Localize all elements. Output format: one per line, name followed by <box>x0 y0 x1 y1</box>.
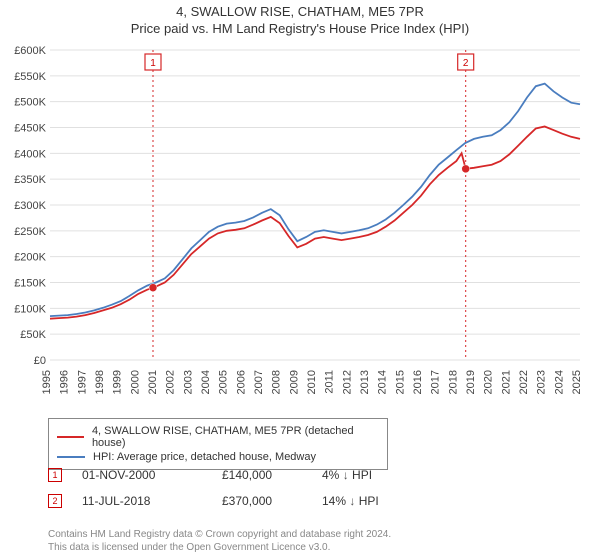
sale-price-2: £370,000 <box>222 494 322 508</box>
svg-text:2023: 2023 <box>536 370 548 394</box>
svg-text:£250K: £250K <box>14 226 46 238</box>
svg-text:2000: 2000 <box>129 370 141 394</box>
sale-box-label-1: 1 <box>150 58 156 69</box>
svg-text:£50K: £50K <box>20 329 46 341</box>
svg-text:£100K: £100K <box>14 303 46 315</box>
svg-text:2010: 2010 <box>306 370 318 394</box>
sale-row-2: 2 11-JUL-2018 £370,000 14% ↓ HPI <box>48 494 432 508</box>
sale-marker-2: 2 <box>48 494 62 508</box>
svg-text:2005: 2005 <box>218 370 230 394</box>
svg-text:2025: 2025 <box>571 370 583 394</box>
series-subject <box>50 127 580 319</box>
footer-line1: Contains HM Land Registry data © Crown c… <box>48 528 588 541</box>
svg-text:1998: 1998 <box>94 370 106 394</box>
down-arrow-icon: ↓ <box>343 468 349 482</box>
copyright-footer: Contains HM Land Registry data © Crown c… <box>48 528 588 554</box>
sale-dot-1 <box>149 284 157 292</box>
chart-title: 4, SWALLOW RISE, CHATHAM, ME5 7PR Price … <box>0 0 600 36</box>
svg-text:2014: 2014 <box>377 370 389 394</box>
legend-swatch-hpi <box>57 456 85 458</box>
svg-text:1997: 1997 <box>76 370 88 394</box>
svg-text:2003: 2003 <box>182 370 194 394</box>
down-arrow-icon: ↓ <box>349 494 355 508</box>
sale-price-1: £140,000 <box>222 468 322 482</box>
sale-marker-1: 1 <box>48 468 62 482</box>
sale-date-2: 11-JUL-2018 <box>82 494 222 508</box>
chart-svg: £0 £50K £100K £150K £200K £250K £300K £350K £400… <box>8 44 592 414</box>
svg-text:£350K: £350K <box>14 174 46 186</box>
svg-text:£300K: £300K <box>14 200 46 212</box>
sale-dot-2 <box>462 165 470 173</box>
svg-text:2004: 2004 <box>200 370 212 394</box>
svg-text:2013: 2013 <box>359 370 371 394</box>
svg-text:2012: 2012 <box>341 370 353 394</box>
footer-line2: This data is licensed under the Open Gov… <box>48 541 588 554</box>
svg-text:2018: 2018 <box>447 370 459 394</box>
svg-text:£600K: £600K <box>14 45 46 57</box>
sale-delta-2: 14% ↓ HPI <box>322 494 432 508</box>
svg-text:1996: 1996 <box>59 370 71 394</box>
svg-text:2020: 2020 <box>483 370 495 394</box>
svg-text:£450K: £450K <box>14 123 46 135</box>
svg-text:£200K: £200K <box>14 252 46 264</box>
svg-text:2015: 2015 <box>394 370 406 394</box>
svg-text:£500K: £500K <box>14 97 46 109</box>
svg-text:2002: 2002 <box>165 370 177 394</box>
legend-swatch-subject <box>57 436 84 438</box>
svg-text:2024: 2024 <box>553 370 565 394</box>
svg-text:2019: 2019 <box>465 370 477 394</box>
sale-box-label-2: 2 <box>463 58 469 69</box>
chart-area: £0 £50K £100K £150K £200K £250K £300K £350K £400… <box>8 44 592 414</box>
svg-text:2007: 2007 <box>253 370 265 394</box>
svg-text:£0: £0 <box>34 355 46 367</box>
sale-delta-1: 4% ↓ HPI <box>322 468 432 482</box>
legend-label-subject: 4, SWALLOW RISE, CHATHAM, ME5 7PR (detac… <box>92 425 379 449</box>
svg-text:1995: 1995 <box>41 370 53 394</box>
legend: 4, SWALLOW RISE, CHATHAM, ME5 7PR (detac… <box>48 418 388 470</box>
legend-row-subject: 4, SWALLOW RISE, CHATHAM, ME5 7PR (detac… <box>57 425 379 449</box>
svg-text:£400K: £400K <box>14 148 46 160</box>
series-hpi <box>50 84 580 317</box>
svg-text:2009: 2009 <box>288 370 300 394</box>
svg-text:2016: 2016 <box>412 370 424 394</box>
svg-text:£150K: £150K <box>14 278 46 290</box>
title-subtitle: Price paid vs. HM Land Registry's House … <box>0 21 600 36</box>
svg-text:2001: 2001 <box>147 370 159 394</box>
svg-text:2008: 2008 <box>271 370 283 394</box>
legend-row-hpi: HPI: Average price, detached house, Medw… <box>57 451 379 463</box>
svg-text:2021: 2021 <box>500 370 512 394</box>
svg-text:1999: 1999 <box>112 370 124 394</box>
svg-text:£550K: £550K <box>14 71 46 83</box>
svg-text:2017: 2017 <box>430 370 442 394</box>
svg-text:2011: 2011 <box>324 370 336 394</box>
sale-date-1: 01-NOV-2000 <box>82 468 222 482</box>
legend-label-hpi: HPI: Average price, detached house, Medw… <box>93 451 316 463</box>
sale-row-1: 1 01-NOV-2000 £140,000 4% ↓ HPI <box>48 468 432 482</box>
title-address: 4, SWALLOW RISE, CHATHAM, ME5 7PR <box>0 4 600 19</box>
svg-text:2022: 2022 <box>518 370 530 394</box>
svg-text:2006: 2006 <box>235 370 247 394</box>
